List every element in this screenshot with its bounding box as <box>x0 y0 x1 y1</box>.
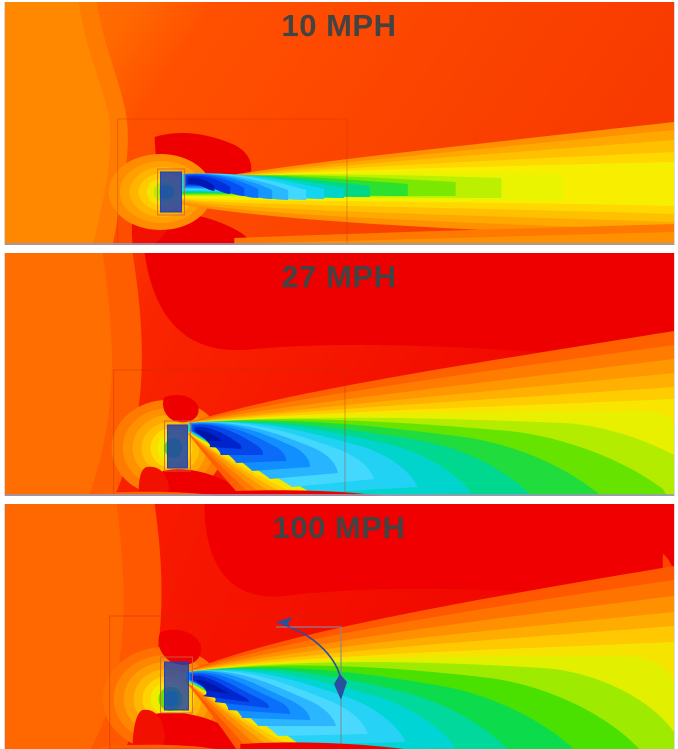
panel-baseline-27mph <box>5 494 674 496</box>
cfd-field-100mph <box>4 504 675 749</box>
rotation-annotation-group <box>276 617 347 700</box>
cfd-field-10mph <box>4 2 675 245</box>
panel-divider-1 <box>0 249 678 251</box>
panel-baseline-10mph <box>5 243 674 245</box>
cfd-panel-100mph[interactable]: 100 MPH <box>0 502 678 749</box>
cfd-field-27mph <box>4 253 675 496</box>
panel-divider-2 <box>0 500 678 502</box>
contour-plot-100mph <box>5 504 674 749</box>
contour-plot-10mph <box>5 2 674 245</box>
cfd-panel-10mph[interactable]: 10 MPH <box>0 0 678 249</box>
cfd-panel-27mph[interactable]: 27 MPH <box>0 251 678 500</box>
contour-plot-27mph <box>5 253 674 496</box>
